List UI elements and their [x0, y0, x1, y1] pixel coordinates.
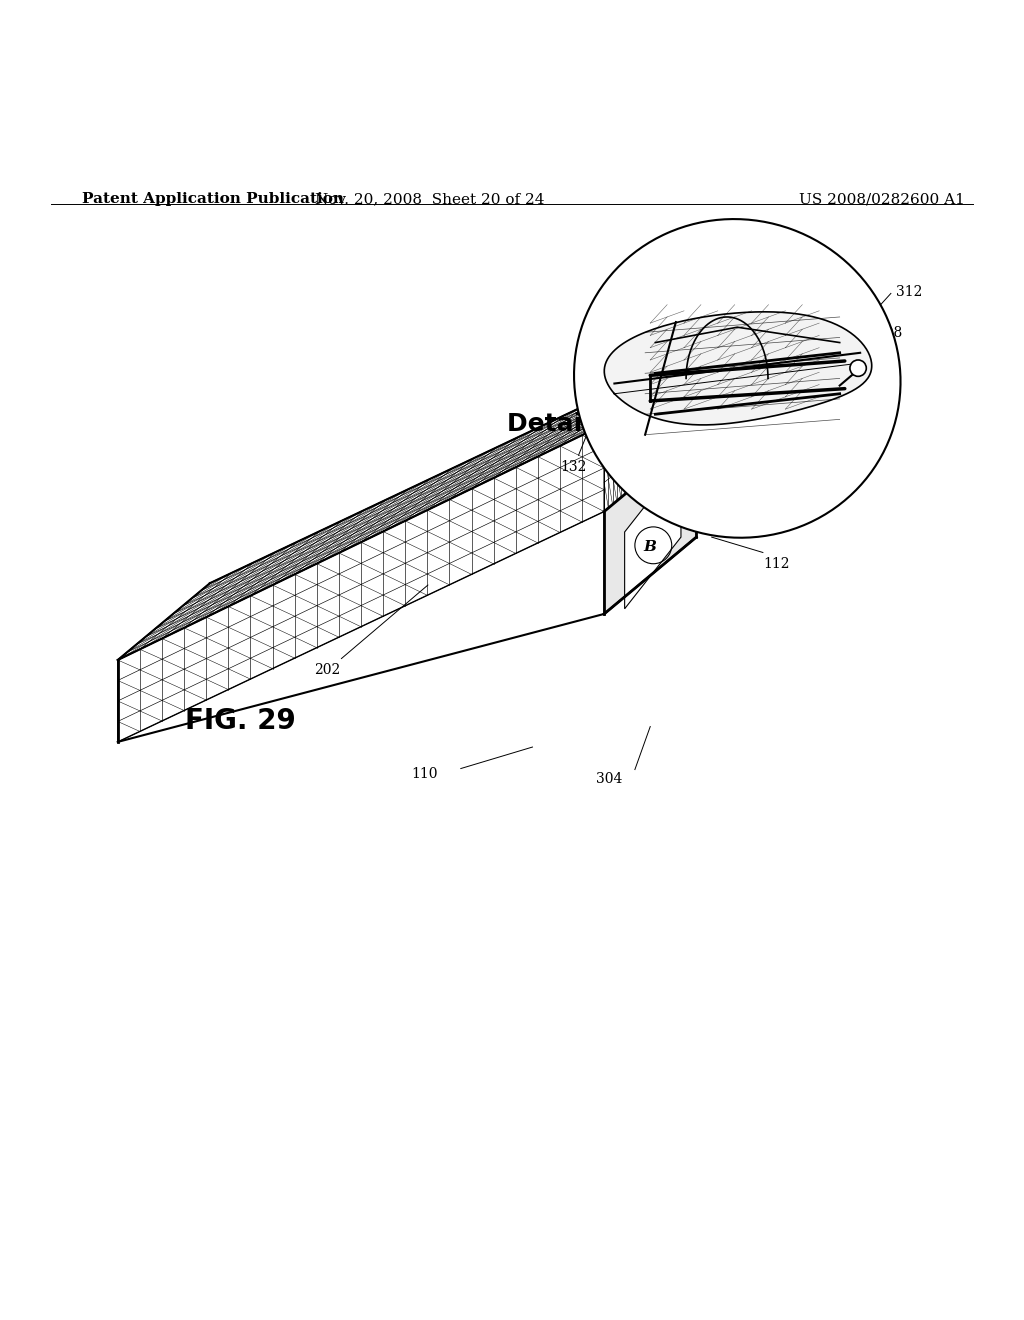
Text: 308: 308: [876, 326, 902, 341]
Text: B: B: [644, 540, 656, 554]
Text: US 2008/0282600 A1: US 2008/0282600 A1: [799, 191, 965, 206]
Text: 304: 304: [760, 465, 786, 479]
Polygon shape: [604, 312, 871, 425]
Text: 132: 132: [560, 459, 587, 474]
Text: 112: 112: [763, 557, 790, 570]
Ellipse shape: [574, 219, 900, 537]
Text: 306: 306: [870, 399, 897, 412]
Circle shape: [850, 360, 866, 376]
Polygon shape: [625, 461, 681, 609]
Text: 58: 58: [652, 342, 670, 356]
Polygon shape: [604, 434, 696, 614]
Text: 112: 112: [588, 342, 614, 356]
Text: 304: 304: [596, 772, 623, 785]
Text: 202: 202: [314, 585, 428, 677]
Polygon shape: [118, 352, 696, 660]
Text: Detail  B: Detail B: [507, 412, 628, 437]
Text: 300: 300: [739, 255, 766, 288]
Text: 110: 110: [588, 372, 614, 387]
Text: 110: 110: [412, 767, 438, 780]
Text: Nov. 20, 2008  Sheet 20 of 24: Nov. 20, 2008 Sheet 20 of 24: [315, 191, 545, 206]
Text: FIG. 29: FIG. 29: [185, 708, 296, 735]
Polygon shape: [118, 425, 604, 742]
Polygon shape: [604, 352, 696, 512]
Text: 314: 314: [606, 445, 633, 458]
Text: 310: 310: [865, 347, 892, 360]
Text: Patent Application Publication: Patent Application Publication: [82, 191, 344, 206]
Text: 312: 312: [896, 285, 923, 300]
